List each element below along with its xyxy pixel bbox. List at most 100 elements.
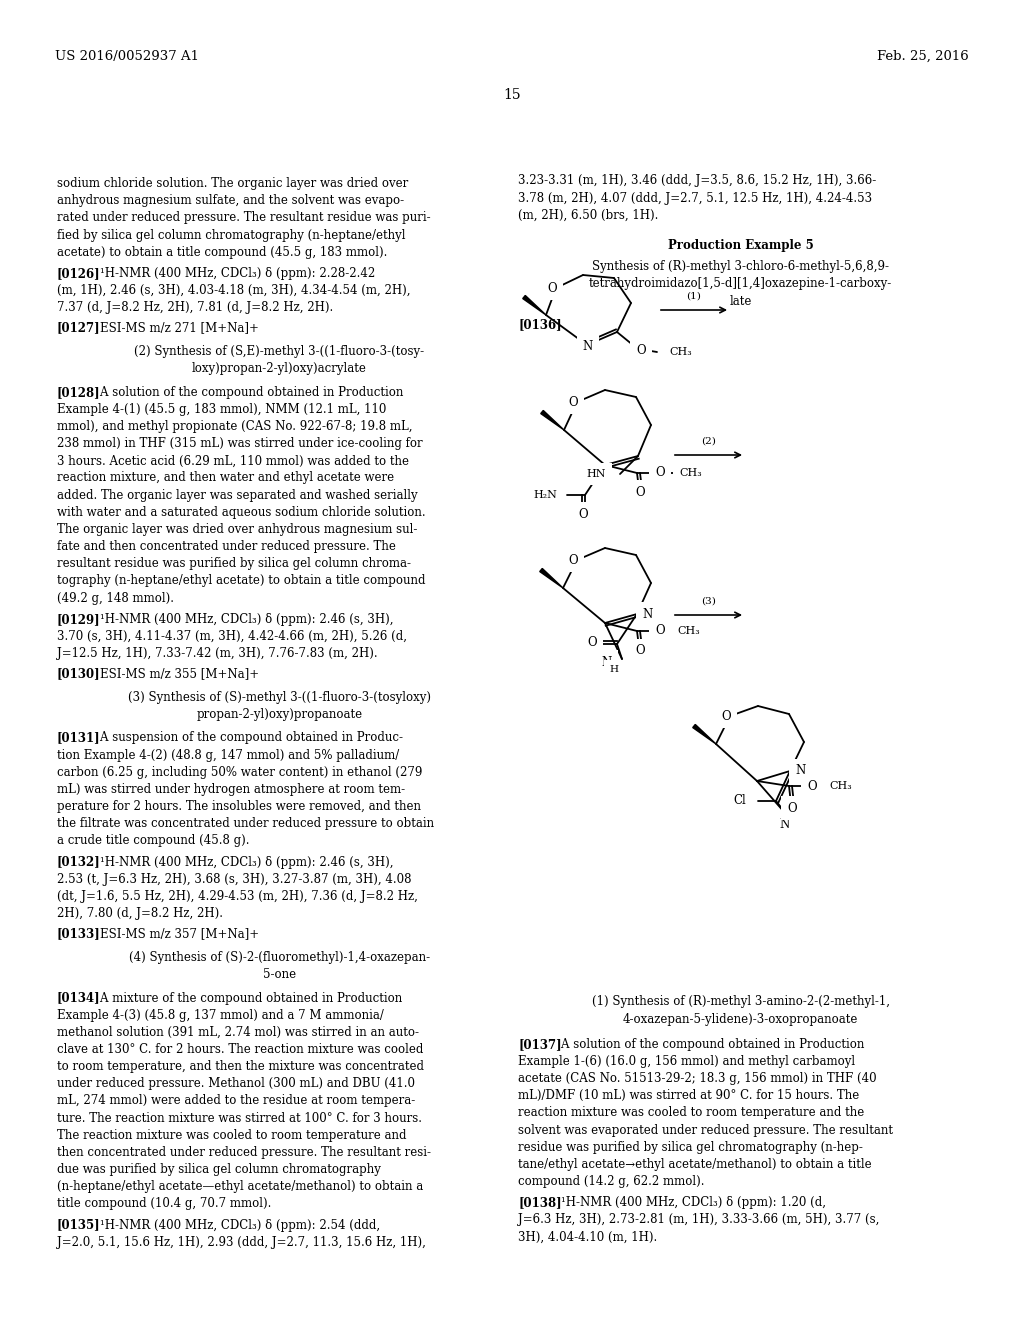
Text: reaction mixture, and then water and ethyl acetate were: reaction mixture, and then water and eth… [57, 471, 394, 484]
Text: H: H [609, 665, 618, 675]
Text: [0131]: [0131] [57, 731, 100, 744]
Text: mL)/DMF (10 mL) was stirred at 90° C. for 15 hours. The: mL)/DMF (10 mL) was stirred at 90° C. fo… [518, 1089, 859, 1102]
Text: 4-oxazepan-5-ylidene)-3-oxopropanoate: 4-oxazepan-5-ylidene)-3-oxopropanoate [623, 1012, 858, 1026]
Text: N: N [795, 764, 805, 777]
Text: ¹H-NMR (400 MHz, CDCl₃) δ (ppm): 2.46 (s, 3H),: ¹H-NMR (400 MHz, CDCl₃) δ (ppm): 2.46 (s… [85, 855, 393, 869]
Text: 3.78 (m, 2H), 4.07 (ddd, J=2.7, 5.1, 12.5 Hz, 1H), 4.24-4.53: 3.78 (m, 2H), 4.07 (ddd, J=2.7, 5.1, 12.… [518, 191, 872, 205]
Text: ESI-MS m/z 355 [M+Na]+: ESI-MS m/z 355 [M+Na]+ [85, 667, 259, 680]
Text: 2.53 (t, J=6.3 Hz, 2H), 3.68 (s, 3H), 3.27-3.87 (m, 3H), 4.08: 2.53 (t, J=6.3 Hz, 2H), 3.68 (s, 3H), 3.… [57, 873, 412, 886]
Text: CH₃: CH₃ [829, 781, 852, 791]
Text: the filtrate was concentrated under reduced pressure to obtain: the filtrate was concentrated under redu… [57, 817, 434, 830]
Text: acetate (CAS No. 51513-29-2; 18.3 g, 156 mmol) in THF (40: acetate (CAS No. 51513-29-2; 18.3 g, 156… [518, 1072, 877, 1085]
Text: A suspension of the compound obtained in Produc-: A suspension of the compound obtained in… [85, 731, 403, 744]
Text: tion Example 4-(2) (48.8 g, 147 mmol) and 5% palladium/: tion Example 4-(2) (48.8 g, 147 mmol) an… [57, 748, 399, 762]
Text: fied by silica gel column chromatography (n-heptane/ethyl: fied by silica gel column chromatography… [57, 228, 406, 242]
Text: mL, 274 mmol) were added to the residue at room tempera-: mL, 274 mmol) were added to the residue … [57, 1094, 416, 1107]
Text: added. The organic layer was separated and washed serially: added. The organic layer was separated a… [57, 488, 418, 502]
Text: (3) Synthesis of (S)-methyl 3-((1-fluoro-3-(tosyloxy): (3) Synthesis of (S)-methyl 3-((1-fluoro… [128, 690, 431, 704]
Text: O: O [568, 553, 578, 566]
Text: [0129]: [0129] [57, 612, 100, 626]
Text: carbon (6.25 g, including 50% water content) in ethanol (279: carbon (6.25 g, including 50% water cont… [57, 766, 422, 779]
Text: The organic layer was dried over anhydrous magnesium sul-: The organic layer was dried over anhydro… [57, 523, 418, 536]
Text: 238 mmol) in THF (315 mL) was stirred under ice-cooling for: 238 mmol) in THF (315 mL) was stirred un… [57, 437, 423, 450]
Text: 3H), 4.04-4.10 (m, 1H).: 3H), 4.04-4.10 (m, 1H). [518, 1230, 657, 1243]
Text: ture. The reaction mixture was stirred at 100° C. for 3 hours.: ture. The reaction mixture was stirred a… [57, 1111, 422, 1125]
Text: O: O [579, 507, 588, 520]
Text: CH₃: CH₃ [669, 347, 692, 356]
Text: (49.2 g, 148 mmol).: (49.2 g, 148 mmol). [57, 591, 174, 605]
Text: mL) was stirred under hydrogen atmosphere at room tem-: mL) was stirred under hydrogen atmospher… [57, 783, 406, 796]
Text: acetate) to obtain a title compound (45.5 g, 183 mmol).: acetate) to obtain a title compound (45.… [57, 246, 387, 259]
Text: tography (n-heptane/ethyl acetate) to obtain a title compound: tography (n-heptane/ethyl acetate) to ob… [57, 574, 426, 587]
Text: tane/ethyl acetate→ethyl acetate/methanol) to obtain a title: tane/ethyl acetate→ethyl acetate/methano… [518, 1158, 871, 1171]
Text: A solution of the compound obtained in Production: A solution of the compound obtained in P… [546, 1038, 864, 1051]
Text: (dt, J=1.6, 5.5 Hz, 2H), 4.29-4.53 (m, 2H), 7.36 (d, J=8.2 Hz,: (dt, J=1.6, 5.5 Hz, 2H), 4.29-4.53 (m, 2… [57, 890, 418, 903]
Text: [0130]: [0130] [57, 667, 100, 680]
Text: methanol solution (391 mL, 2.74 mol) was stirred in an auto-: methanol solution (391 mL, 2.74 mol) was… [57, 1026, 419, 1039]
Text: resultant residue was purified by silica gel column chroma-: resultant residue was purified by silica… [57, 557, 411, 570]
Text: 3 hours. Acetic acid (6.29 mL, 110 mmol) was added to the: 3 hours. Acetic acid (6.29 mL, 110 mmol)… [57, 454, 409, 467]
Text: with water and a saturated aqueous sodium chloride solution.: with water and a saturated aqueous sodiu… [57, 506, 426, 519]
Text: O: O [721, 710, 731, 722]
Text: Example 4-(1) (45.5 g, 183 mmol), NMM (12.1 mL, 110: Example 4-(1) (45.5 g, 183 mmol), NMM (1… [57, 403, 386, 416]
Text: Example 1-(6) (16.0 g, 156 mmol) and methyl carbamoyl: Example 1-(6) (16.0 g, 156 mmol) and met… [518, 1055, 855, 1068]
Text: clave at 130° C. for 2 hours. The reaction mixture was cooled: clave at 130° C. for 2 hours. The reacti… [57, 1043, 423, 1056]
Polygon shape [540, 569, 563, 587]
Text: solvent was evaporated under reduced pressure. The resultant: solvent was evaporated under reduced pre… [518, 1123, 893, 1137]
Text: under reduced pressure. Methanol (300 mL) and DBU (41.0: under reduced pressure. Methanol (300 mL… [57, 1077, 415, 1090]
Text: (2): (2) [701, 437, 716, 446]
Text: [0135]: [0135] [57, 1218, 100, 1232]
Text: ESI-MS m/z 357 [M+Na]+: ESI-MS m/z 357 [M+Na]+ [85, 927, 259, 940]
Text: The reaction mixture was cooled to room temperature and: The reaction mixture was cooled to room … [57, 1129, 407, 1142]
Text: [0136]: [0136] [518, 318, 561, 331]
Text: due was purified by silica gel column chromatography: due was purified by silica gel column ch… [57, 1163, 381, 1176]
Text: (4) Synthesis of (S)-2-(fluoromethyl)-1,4-oxazepan-: (4) Synthesis of (S)-2-(fluoromethyl)-1,… [129, 950, 430, 964]
Text: ¹H-NMR (400 MHz, CDCl₃) δ (ppm): 2.46 (s, 3H),: ¹H-NMR (400 MHz, CDCl₃) δ (ppm): 2.46 (s… [85, 612, 393, 626]
Text: O: O [655, 624, 665, 638]
Text: N: N [779, 817, 790, 830]
Text: Synthesis of (R)-methyl 3-chloro-6-methyl-5,6,8,9-: Synthesis of (R)-methyl 3-chloro-6-methy… [592, 260, 889, 273]
Text: N: N [642, 607, 652, 620]
Polygon shape [692, 725, 716, 744]
Text: CH₃: CH₃ [677, 626, 699, 636]
Text: O: O [787, 801, 797, 814]
Text: 15: 15 [503, 88, 521, 102]
Text: H₂N: H₂N [534, 490, 557, 500]
Text: propan-2-yl)oxy)propanoate: propan-2-yl)oxy)propanoate [197, 708, 362, 721]
Text: mmol), and methyl propionate (CAS No. 922-67-8; 19.8 mL,: mmol), and methyl propionate (CAS No. 92… [57, 420, 413, 433]
Text: [0126]: [0126] [57, 267, 100, 280]
Text: (m, 1H), 2.46 (s, 3H), 4.03-4.18 (m, 3H), 4.34-4.54 (m, 2H),: (m, 1H), 2.46 (s, 3H), 4.03-4.18 (m, 3H)… [57, 284, 411, 297]
Text: 7.37 (d, J=8.2 Hz, 2H), 7.81 (d, J=8.2 Hz, 2H).: 7.37 (d, J=8.2 Hz, 2H), 7.81 (d, J=8.2 H… [57, 301, 333, 314]
Text: ¹H-NMR (400 MHz, CDCl₃) δ (ppm): 1.20 (d,: ¹H-NMR (400 MHz, CDCl₃) δ (ppm): 1.20 (d… [546, 1196, 826, 1209]
Text: late: late [729, 294, 752, 308]
Text: N: N [583, 341, 593, 354]
Text: [0127]: [0127] [57, 321, 100, 334]
Text: J=12.5 Hz, 1H), 7.33-7.42 (m, 3H), 7.76-7.83 (m, 2H).: J=12.5 Hz, 1H), 7.33-7.42 (m, 3H), 7.76-… [57, 647, 378, 660]
Text: Production Example 5: Production Example 5 [668, 239, 813, 252]
Text: 5-one: 5-one [263, 968, 296, 981]
Text: 3.23-3.31 (m, 1H), 3.46 (ddd, J=3.5, 8.6, 15.2 Hz, 1H), 3.66-: 3.23-3.31 (m, 1H), 3.46 (ddd, J=3.5, 8.6… [518, 174, 877, 187]
Text: ¹H-NMR (400 MHz, CDCl₃) δ (ppm): 2.28-2.42: ¹H-NMR (400 MHz, CDCl₃) δ (ppm): 2.28-2.… [85, 267, 376, 280]
Text: (1): (1) [686, 292, 701, 301]
Text: compound (14.2 g, 62.2 mmol).: compound (14.2 g, 62.2 mmol). [518, 1175, 705, 1188]
Text: N: N [602, 656, 612, 668]
Text: [0133]: [0133] [57, 927, 100, 940]
Text: CH₃: CH₃ [679, 469, 701, 478]
Text: a crude title compound (45.8 g).: a crude title compound (45.8 g). [57, 834, 250, 847]
Text: to room temperature, and then the mixture was concentrated: to room temperature, and then the mixtur… [57, 1060, 424, 1073]
Text: ¹H-NMR (400 MHz, CDCl₃) δ (ppm): 2.54 (ddd,: ¹H-NMR (400 MHz, CDCl₃) δ (ppm): 2.54 (d… [85, 1218, 380, 1232]
Text: O: O [635, 644, 645, 657]
Text: J=6.3 Hz, 3H), 2.73-2.81 (m, 1H), 3.33-3.66 (m, 5H), 3.77 (s,: J=6.3 Hz, 3H), 2.73-2.81 (m, 1H), 3.33-3… [518, 1213, 880, 1226]
Text: (3): (3) [701, 597, 716, 606]
Text: [0132]: [0132] [57, 855, 100, 869]
Text: (2) Synthesis of (S,E)-methyl 3-((1-fluoro-3-(tosy-: (2) Synthesis of (S,E)-methyl 3-((1-fluo… [134, 345, 425, 358]
Text: title compound (10.4 g, 70.7 mmol).: title compound (10.4 g, 70.7 mmol). [57, 1197, 271, 1210]
Text: perature for 2 hours. The insolubles were removed, and then: perature for 2 hours. The insolubles wer… [57, 800, 421, 813]
Text: Example 4-(3) (45.8 g, 137 mmol) and a 7 M ammonia/: Example 4-(3) (45.8 g, 137 mmol) and a 7… [57, 1008, 384, 1022]
Text: O: O [636, 343, 646, 356]
Polygon shape [522, 296, 546, 315]
Text: 3.70 (s, 3H), 4.11-4.37 (m, 3H), 4.42-4.66 (m, 2H), 5.26 (d,: 3.70 (s, 3H), 4.11-4.37 (m, 3H), 4.42-4.… [57, 630, 407, 643]
Text: [0134]: [0134] [57, 991, 100, 1005]
Text: (n-heptane/ethyl acetate—ethyl acetate/methanol) to obtain a: (n-heptane/ethyl acetate—ethyl acetate/m… [57, 1180, 423, 1193]
Text: (1) Synthesis of (R)-methyl 3-amino-2-(2-methyl-1,: (1) Synthesis of (R)-methyl 3-amino-2-(2… [592, 995, 890, 1008]
